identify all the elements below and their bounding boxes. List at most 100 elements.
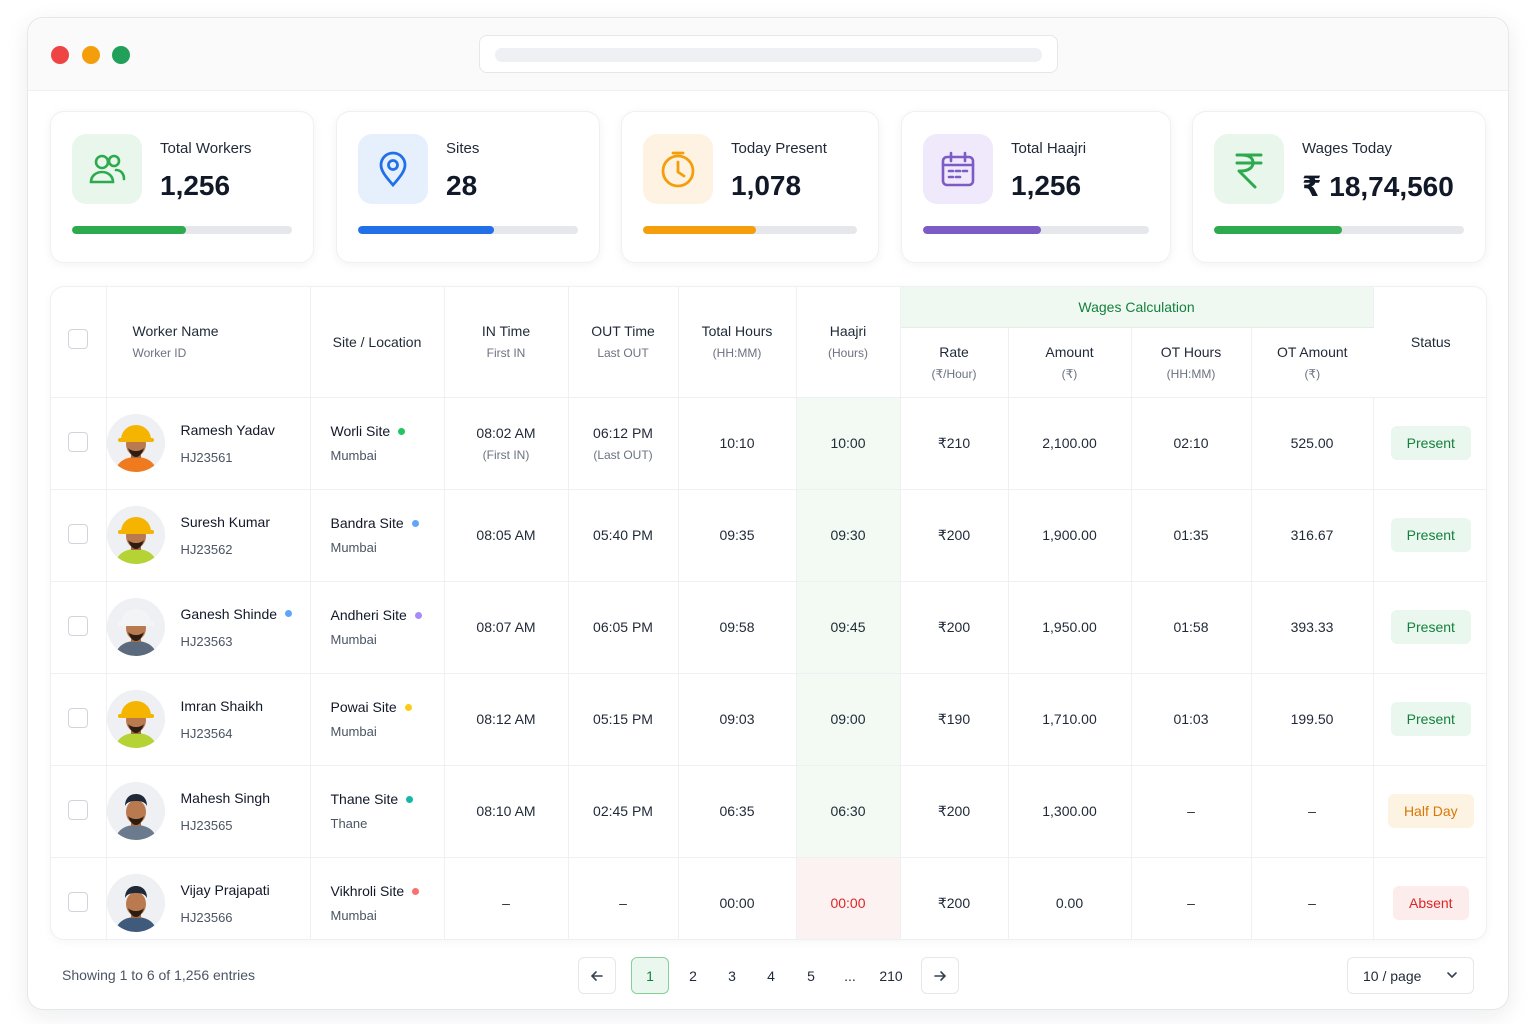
stat-progress-track [358, 226, 578, 234]
site-name-label: Bandra Site [330, 515, 404, 531]
status-badge: Absent [1392, 886, 1469, 920]
col-status[interactable]: Status [1373, 287, 1486, 398]
col-site[interactable]: Site / Location [310, 287, 445, 398]
location-pin-icon [379, 151, 407, 188]
worker-name[interactable]: Mahesh Singh [181, 790, 271, 806]
stat-progress-fill [358, 226, 495, 234]
maximize-window-button[interactable] [112, 46, 130, 64]
worker-name[interactable]: Imran Shaikh [181, 698, 263, 714]
row-checkbox[interactable] [68, 523, 89, 544]
col-haajri-sub: (Hours) [827, 346, 868, 361]
in-time-cell: 08:12 AM [444, 673, 569, 766]
site-city: Mumbai [330, 632, 377, 647]
per-page-select[interactable]: 10 / page [1347, 957, 1474, 994]
site-name: Worli Site [331, 423, 444, 439]
worker-cell: Ganesh Shinde HJ23563 [106, 581, 311, 674]
row-checkbox[interactable] [68, 431, 89, 452]
site-status-dot [398, 427, 406, 435]
worker-name-label: Mahesh Singh [180, 789, 271, 806]
row-checkbox[interactable] [68, 799, 89, 820]
site-status-dot [411, 519, 419, 527]
stat-card-wages-today: Wages Today ₹ 18,74,560 [1192, 111, 1486, 263]
page-ellipsis: ... [844, 967, 856, 984]
col-ot-amount[interactable]: OT Amount (₹) [1251, 327, 1374, 398]
ot-hours-cell: 02:10 [1131, 397, 1252, 490]
status-cell: Present [1373, 489, 1486, 582]
page-button-210[interactable]: 210 [879, 967, 903, 984]
col-haajri[interactable]: Haajri (Hours) [796, 287, 901, 398]
stat-value: 1,078 [731, 170, 802, 201]
site-name: Thane Site [331, 791, 444, 807]
amount-cell: 1,300.00 [1008, 765, 1132, 858]
col-total-hours[interactable]: Total Hours (HH:MM) [678, 287, 797, 398]
table-row[interactable]: Ramesh Yadav HJ23561 Worli Site Mumbai 0… [51, 397, 1486, 490]
out-time-cell: 05:15 PM [568, 673, 679, 766]
worker-info: Mahesh Singh HJ23565 [106, 766, 310, 857]
rate-cell: ₹210 [900, 397, 1009, 490]
page-button-1[interactable]: 1 [631, 957, 669, 994]
stat-icon-box [1214, 134, 1284, 204]
worker-avatar-icon [106, 782, 165, 840]
close-window-button[interactable] [51, 46, 69, 64]
site-name-label: Vikhroli Site [330, 883, 405, 899]
col-ot-hours[interactable]: OT Hours (HH:MM) [1131, 327, 1252, 398]
in-time-value: – [502, 895, 510, 911]
minimize-window-button[interactable] [82, 46, 100, 64]
status-badge: Present [1390, 518, 1471, 552]
in-time-cell: 08:05 AM [444, 489, 569, 582]
rate-cell: ₹200 [900, 765, 1009, 858]
amount-cell: 1,900.00 [1008, 489, 1132, 582]
row-select-cell [51, 857, 107, 939]
prev-page-button[interactable] [578, 957, 616, 994]
worker-info: Suresh Kumar HJ23562 [106, 490, 310, 581]
worker-name[interactable]: Ganesh Shinde [181, 606, 293, 622]
worker-id: HJ23562 [180, 541, 233, 557]
row-checkbox[interactable] [68, 615, 89, 636]
col-ot-hours-sub: (HH:MM) [1166, 366, 1216, 381]
ot-amount-cell: 316.67 [1251, 489, 1374, 582]
row-select-cell [51, 489, 107, 582]
page-button-3[interactable]: 3 [728, 967, 736, 984]
table-row[interactable]: Mahesh Singh HJ23565 Thane Site Thane 08… [51, 765, 1486, 858]
page-button-4[interactable]: 4 [767, 967, 775, 984]
worker-id: HJ23563 [180, 633, 233, 649]
ot-amount-cell: 393.33 [1251, 581, 1374, 674]
stat-progress-track [72, 226, 292, 234]
out-time-value: 06:05 PM [593, 619, 653, 635]
table-row[interactable]: Ganesh Shinde HJ23563 Andheri Site Mumba… [51, 581, 1486, 674]
site-cell: Powai Site Mumbai [310, 673, 445, 766]
table-row[interactable]: Imran Shaikh HJ23564 Powai Site Mumbai 0… [51, 673, 1486, 766]
total-hours-cell: 10:10 [678, 397, 797, 490]
next-page-button[interactable] [921, 957, 959, 994]
col-amount[interactable]: Amount (₹) [1008, 327, 1132, 398]
haajri-cell: 06:30 [796, 765, 901, 858]
col-out-time-sub: Last OUT [597, 346, 649, 361]
col-out-time[interactable]: OUT Time Last OUT [568, 287, 679, 398]
wages-calculation-group: Wages Calculation [900, 287, 1374, 328]
site-cell: Bandra Site Mumbai [310, 489, 445, 582]
col-site-label: Site / Location [332, 333, 422, 350]
col-in-time[interactable]: IN Time First IN [444, 287, 569, 398]
arrow-right-icon [934, 970, 947, 981]
col-in-time-sub: First IN [486, 346, 526, 361]
site-name-label: Andheri Site [330, 607, 407, 623]
col-worker[interactable]: Worker Name Worker ID [106, 287, 311, 398]
page-button-5[interactable]: 5 [807, 967, 815, 984]
site-city: Mumbai [330, 448, 377, 463]
row-checkbox[interactable] [68, 707, 89, 728]
worker-cell: Ramesh Yadav HJ23561 [106, 397, 311, 490]
table-row[interactable]: Vijay Prajapati HJ23566 Vikhroli Site Mu… [51, 857, 1486, 939]
stat-icon-box [358, 134, 428, 204]
select-all-checkbox[interactable] [68, 329, 89, 350]
worker-name[interactable]: Ramesh Yadav [181, 422, 275, 438]
worker-name[interactable]: Suresh Kumar [181, 514, 270, 530]
table-row[interactable]: Suresh Kumar HJ23562 Bandra Site Mumbai … [51, 489, 1486, 582]
users-icon [89, 154, 126, 184]
page-button-2[interactable]: 2 [689, 967, 697, 984]
worker-name[interactable]: Vijay Prajapati [181, 882, 270, 898]
col-rate[interactable]: Rate (₹/Hour) [900, 327, 1009, 398]
row-checkbox[interactable] [68, 891, 89, 912]
stat-card-total-workers: Total Workers 1,256 [50, 111, 314, 263]
address-bar[interactable] [479, 35, 1058, 73]
worker-text: Ramesh Yadav HJ23561 [181, 422, 275, 465]
